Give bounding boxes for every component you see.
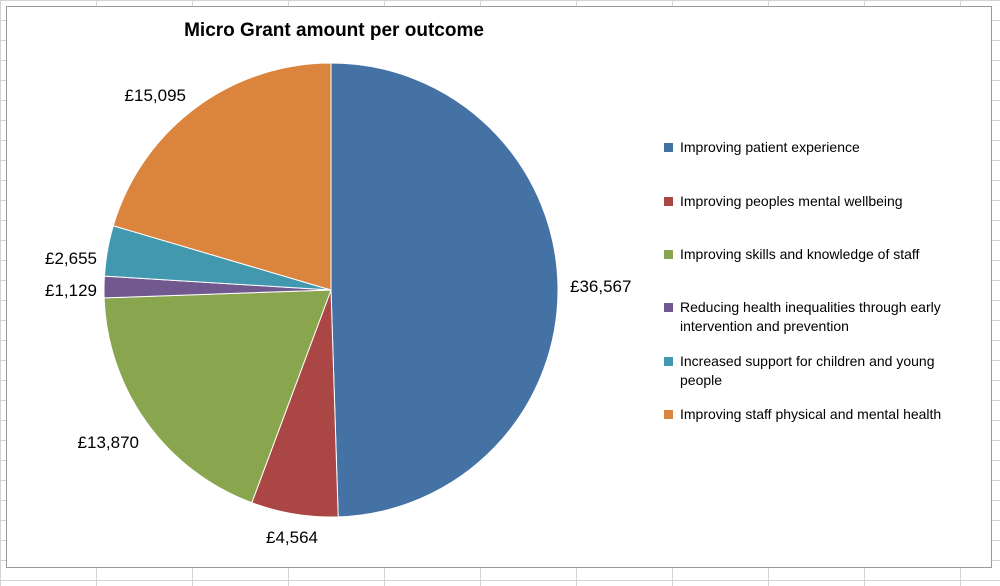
legend-swatch-health-inequalities xyxy=(664,303,673,312)
data-label-patient-experience: £36,567 xyxy=(570,277,631,296)
legend-label-staff-health: Improving staff physical and mental heal… xyxy=(680,406,942,422)
pie-slice-staff-health[interactable] xyxy=(112,62,332,291)
legend-label-mental-wellbeing: Improving peoples mental wellbeing xyxy=(680,193,903,209)
data-label-mental-wellbeing: £4,564 xyxy=(266,528,318,547)
legend-swatch-children-young-people xyxy=(664,357,673,366)
legend-swatch-staff-health xyxy=(664,410,673,419)
legend-swatch-skills-knowledge xyxy=(664,250,673,259)
legend-label-children-young-people: Increased support for children and young… xyxy=(680,353,935,388)
legend-swatch-mental-wellbeing xyxy=(664,197,673,206)
chart-title: Micro Grant amount per outcome xyxy=(184,20,484,41)
legend-swatch-patient-experience xyxy=(664,143,673,152)
data-label-staff-health: £15,095 xyxy=(125,86,186,105)
data-label-children-young-people: £2,655 xyxy=(45,249,97,268)
pie-slice-patient-experience[interactable] xyxy=(330,62,559,518)
data-label-health-inequalities: £1,129 xyxy=(45,281,97,300)
data-label-skills-knowledge: £13,870 xyxy=(78,433,139,452)
legend-label-patient-experience: Improving patient experience xyxy=(680,139,860,155)
pie-slice-skills-knowledge[interactable] xyxy=(103,289,332,504)
legend-label-skills-knowledge: Improving skills and knowledge of staff xyxy=(680,246,920,262)
legend-label-health-inequalities: Reducing health inequalities through ear… xyxy=(680,299,941,334)
